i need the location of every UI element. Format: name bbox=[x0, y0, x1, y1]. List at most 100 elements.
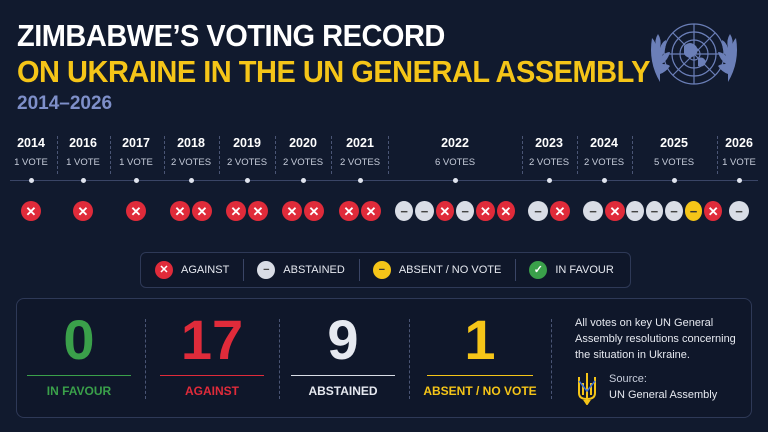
timeline-dot bbox=[452, 178, 458, 183]
cross-icon: ✕ bbox=[496, 201, 515, 221]
vote-icons: − ✕ bbox=[521, 201, 577, 221]
vote-count: 2 VOTES bbox=[170, 157, 212, 168]
voting-timeline: 2014 1 VOTE ✕ 2016 1 VOTE ✕ 2017 1 VOTE ✕ 2018 2 V… bbox=[0, 130, 768, 230]
timeline-dot bbox=[133, 178, 139, 183]
year-divider bbox=[632, 136, 633, 174]
vote-count: 2 VOTES bbox=[339, 157, 381, 168]
timeline-year-2017: 2017 1 VOTE ✕ bbox=[111, 130, 161, 230]
year-divider bbox=[219, 136, 220, 174]
cross-icon: ✕ bbox=[304, 201, 324, 221]
timeline-year-2025: 2025 5 VOTES − − − − ✕ bbox=[626, 130, 722, 230]
legend-against-label: AGAINST bbox=[181, 264, 230, 276]
vote-count: 2 VOTES bbox=[282, 157, 324, 168]
cross-icon: ✕ bbox=[226, 201, 246, 221]
cross-icon: ✕ bbox=[361, 201, 381, 221]
year-label: 2020 bbox=[289, 136, 317, 150]
stat-against-underline bbox=[160, 375, 264, 376]
stat-divider bbox=[279, 319, 280, 399]
timeline-year-2026: 2026 1 VOTE − bbox=[716, 130, 762, 230]
stat-abstained-value: 9 bbox=[327, 308, 359, 371]
legend-abstained-label: ABSTAINED bbox=[283, 264, 345, 276]
vote-count: 2 VOTES bbox=[583, 157, 625, 168]
cross-icon: ✕ bbox=[282, 201, 302, 221]
timeline-year-2024: 2024 2 VOTES − ✕ bbox=[576, 130, 632, 230]
period-subtitle: 2014–2026 bbox=[17, 93, 113, 114]
year-label: 2018 bbox=[177, 136, 205, 150]
vote-count: 1 VOTE bbox=[119, 157, 153, 168]
legend-absent-label: ABSENT / NO VOTE bbox=[398, 264, 502, 276]
stat-against-value: 17 bbox=[180, 308, 244, 371]
vote-count: 1 VOTE bbox=[722, 157, 756, 168]
note-text: All votes on key UN General Assembly res… bbox=[575, 317, 736, 361]
source-block: Source: UN General Assembly bbox=[575, 371, 717, 405]
cross-icon: ✕ bbox=[550, 201, 570, 221]
cross-icon: ✕ bbox=[605, 201, 625, 221]
minus-icon: − bbox=[415, 201, 434, 221]
cross-icon: ✕ bbox=[476, 201, 495, 221]
timeline-year-2019: 2019 2 VOTES ✕ ✕ bbox=[221, 130, 273, 230]
timeline-year-2021: 2021 2 VOTES ✕ ✕ bbox=[334, 130, 386, 230]
vote-count: 2 VOTES bbox=[226, 157, 268, 168]
stats-panel: 0 IN FAVOUR 17 AGAINST 9 ABSTAINED 1 ABS… bbox=[16, 298, 752, 418]
un-emblem-icon bbox=[651, 23, 737, 85]
vote-icons: − ✕ bbox=[576, 201, 632, 221]
stat-abstained-underline bbox=[291, 375, 395, 376]
timeline-dot bbox=[80, 178, 86, 183]
vote-icons: ✕ bbox=[111, 201, 161, 221]
stat-divider bbox=[551, 319, 552, 399]
vote-count: 6 VOTES bbox=[434, 157, 476, 168]
vote-icons: ✕ ✕ bbox=[277, 201, 329, 221]
vote-icons: ✕ ✕ bbox=[165, 201, 217, 221]
year-divider bbox=[164, 136, 165, 174]
cross-icon: ✕ bbox=[126, 201, 146, 221]
timeline-year-2022: 2022 6 VOTES − − ✕ − ✕ ✕ bbox=[395, 130, 515, 230]
timeline-year-2020: 2020 2 VOTES ✕ ✕ bbox=[277, 130, 329, 230]
source-value: UN General Assembly bbox=[609, 389, 718, 401]
stat-favour-underline bbox=[27, 375, 131, 376]
stat-favour-value: 0 bbox=[63, 308, 95, 371]
vote-count: 5 VOTES bbox=[653, 157, 695, 168]
check-icon: ✓ bbox=[529, 261, 548, 279]
vote-count: 1 VOTE bbox=[14, 157, 48, 168]
year-divider bbox=[331, 136, 332, 174]
vote-icons: − bbox=[716, 201, 762, 221]
stat-favour: 0 IN FAVOUR bbox=[19, 309, 139, 398]
minus-icon: − bbox=[395, 201, 414, 221]
timeline-dot bbox=[188, 178, 194, 183]
stat-absent-value: 1 bbox=[464, 308, 496, 371]
year-label: 2023 bbox=[535, 136, 563, 150]
year-label: 2021 bbox=[346, 136, 374, 150]
cross-icon: ✕ bbox=[73, 201, 93, 221]
timeline-dot bbox=[300, 178, 306, 183]
year-label: 2017 bbox=[122, 136, 150, 150]
year-divider bbox=[57, 136, 58, 174]
vote-icons: − − − − ✕ bbox=[626, 201, 722, 221]
year-divider bbox=[577, 136, 578, 174]
vote-count: 2 VOTES bbox=[528, 157, 570, 168]
year-label: 2019 bbox=[233, 136, 261, 150]
ukraine-trident-icon bbox=[578, 373, 596, 405]
minus-icon: − bbox=[729, 201, 749, 221]
minus-icon: − bbox=[684, 201, 703, 221]
vote-icons: ✕ ✕ bbox=[221, 201, 273, 221]
legend-abstained: − ABSTAINED bbox=[243, 259, 359, 281]
timeline-dot bbox=[671, 178, 677, 183]
stat-favour-label: IN FAVOUR bbox=[46, 384, 112, 398]
cross-icon: ✕ bbox=[339, 201, 359, 221]
timeline-dot bbox=[546, 178, 552, 183]
year-divider bbox=[110, 136, 111, 174]
legend-against: ✕ AGAINST bbox=[141, 261, 243, 279]
timeline-dot bbox=[736, 178, 742, 183]
stat-absent-underline bbox=[427, 375, 533, 376]
minus-icon: − bbox=[645, 201, 664, 221]
year-label: 2024 bbox=[590, 136, 618, 150]
timeline-dot bbox=[244, 178, 250, 183]
minus-icon: − bbox=[626, 201, 644, 221]
cross-icon: ✕ bbox=[248, 201, 268, 221]
legend-absent: − ABSENT / NO VOTE bbox=[358, 259, 516, 281]
vote-icons: ✕ ✕ bbox=[334, 201, 386, 221]
year-label: 2025 bbox=[660, 136, 688, 150]
source-label: Source: bbox=[609, 373, 647, 385]
timeline-year-2023: 2023 2 VOTES − ✕ bbox=[521, 130, 577, 230]
timeline-year-2014: 2014 1 VOTE ✕ bbox=[6, 130, 56, 230]
